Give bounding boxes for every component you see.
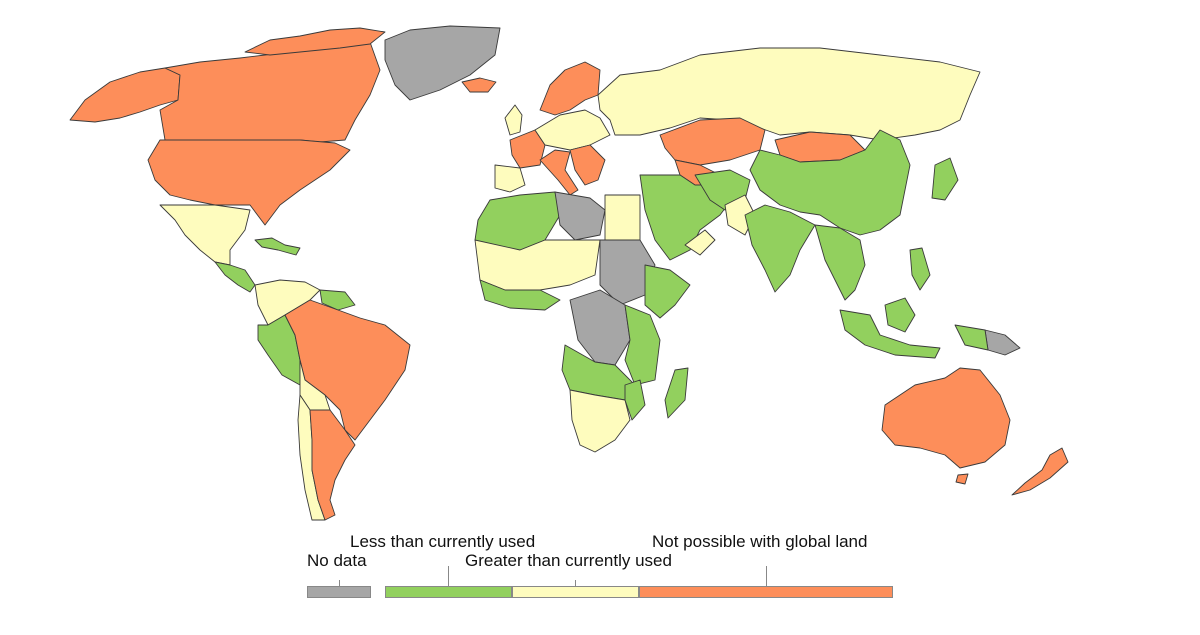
- country-madagascar[interactable]: [664, 367, 689, 419]
- country-india[interactable]: [744, 204, 816, 293]
- country-west-papua[interactable]: [954, 324, 989, 351]
- country-mozambique[interactable]: [624, 379, 646, 421]
- country-borneo[interactable]: [884, 297, 916, 333]
- country-canada-arctic-islands[interactable]: [244, 27, 386, 56]
- country-italy[interactable]: [539, 149, 579, 196]
- country-caribbean[interactable]: [254, 237, 301, 256]
- legend-swatch-less: [385, 586, 512, 598]
- legend-tick-greater: [575, 580, 576, 586]
- country-east-africa[interactable]: [624, 304, 661, 386]
- legend-label-no-data: No data: [307, 551, 367, 570]
- country-korea-japan[interactable]: [931, 157, 959, 201]
- legend-tick-less: [448, 566, 449, 586]
- country-guianas[interactable]: [319, 289, 356, 311]
- country-papua-new-guinea[interactable]: [984, 329, 1021, 356]
- country-indonesia[interactable]: [839, 309, 941, 359]
- country-southeast-asia[interactable]: [814, 224, 866, 301]
- country-west-africa-coast[interactable]: [479, 279, 561, 311]
- country-argentina[interactable]: [309, 409, 356, 521]
- country-greenland[interactable]: [384, 25, 501, 101]
- legend-swatch-greater: [512, 586, 639, 598]
- legend-label-greater: Greater than currently used: [465, 551, 672, 570]
- country-iberia[interactable]: [494, 164, 526, 193]
- country-central-africa[interactable]: [569, 289, 631, 366]
- country-tasmania[interactable]: [955, 473, 969, 485]
- country-australia[interactable]: [881, 367, 1011, 469]
- country-horn-of-africa[interactable]: [644, 264, 691, 319]
- country-southern-africa[interactable]: [569, 389, 631, 453]
- legend-swatch-no-data: [307, 586, 371, 598]
- country-canada[interactable]: [159, 41, 381, 143]
- legend-tick-not-possible: [766, 566, 767, 586]
- country-usa[interactable]: [147, 139, 351, 226]
- country-uk[interactable]: [504, 104, 523, 136]
- country-egypt[interactable]: [604, 194, 641, 241]
- country-central-europe[interactable]: [534, 109, 611, 151]
- country-balkans[interactable]: [569, 144, 606, 186]
- country-philippines[interactable]: [909, 247, 931, 291]
- country-russia[interactable]: [597, 47, 981, 141]
- country-scandinavia[interactable]: [539, 61, 601, 116]
- legend-tick-no-data: [339, 580, 340, 586]
- country-central-america[interactable]: [214, 261, 256, 293]
- country-kazakhstan[interactable]: [659, 117, 766, 166]
- country-libya[interactable]: [554, 191, 606, 241]
- country-new-zealand[interactable]: [1011, 447, 1069, 496]
- legend-label-not-possible: Not possible with global land: [652, 532, 868, 551]
- country-china[interactable]: [749, 129, 911, 236]
- legend-swatch-not-possible: [639, 586, 893, 598]
- country-mexico[interactable]: [159, 204, 251, 266]
- country-iceland[interactable]: [461, 77, 497, 93]
- legend-label-less: Less than currently used: [350, 532, 536, 551]
- country-oman-yemen[interactable]: [684, 229, 716, 256]
- country-sahel[interactable]: [474, 239, 601, 291]
